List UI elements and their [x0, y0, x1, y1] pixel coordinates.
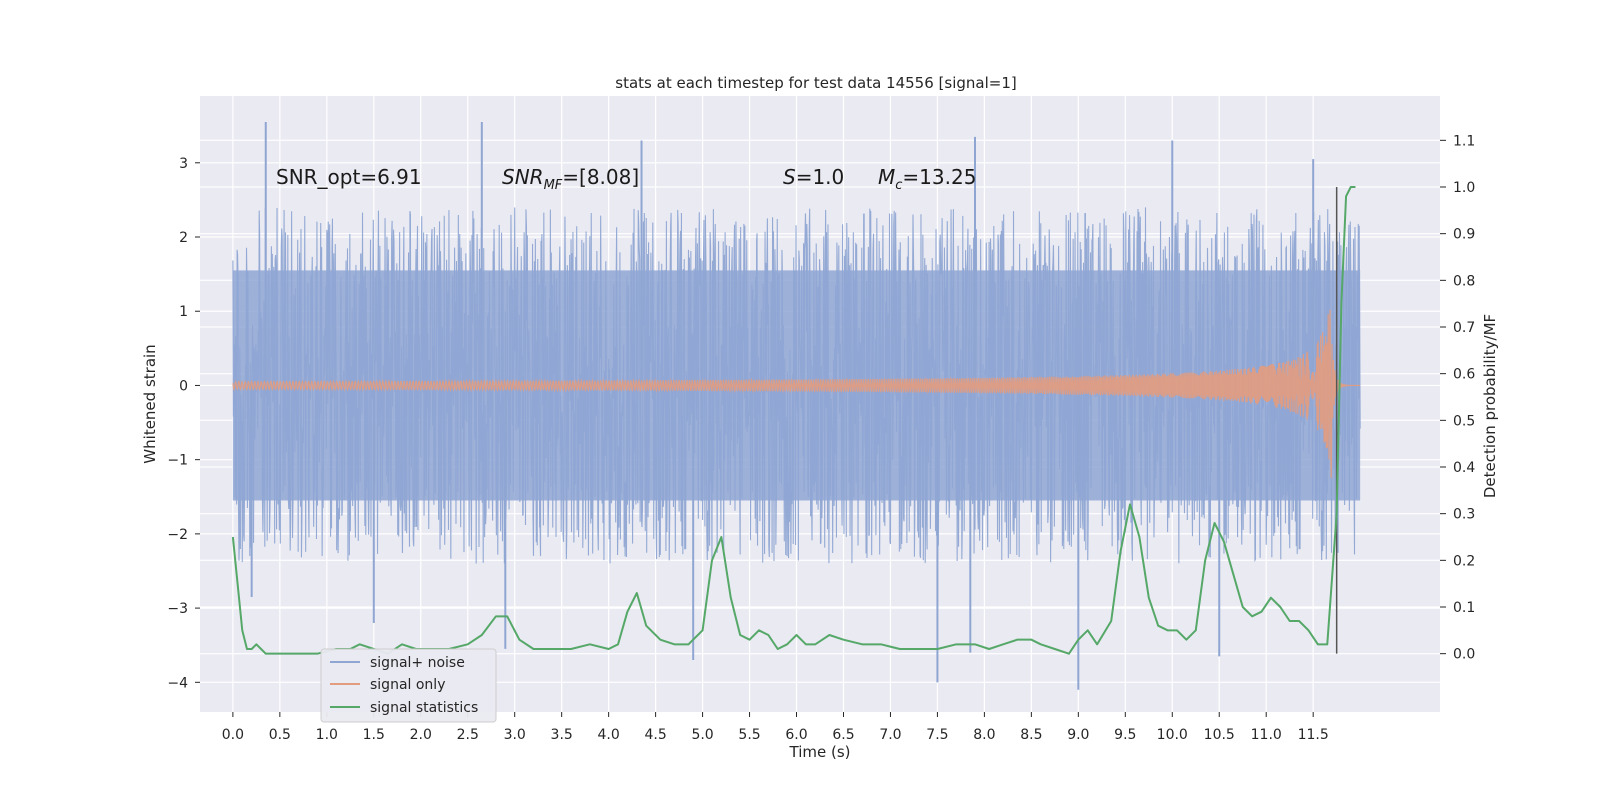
y-tick-label: 0 — [179, 378, 188, 394]
signal-only-line — [232, 309, 1361, 479]
x-tick-label: 5.0 — [691, 727, 713, 743]
x-tick-label: 11.0 — [1251, 727, 1282, 743]
y2-tick-label: 0.5 — [1453, 413, 1475, 429]
annotation-snr-mf: SNRMF=[8.08] — [502, 165, 639, 193]
x-tick-label: 1.5 — [363, 727, 385, 743]
legend-label-signal-only: signal only — [370, 677, 445, 693]
annotation-mc-main: M — [878, 165, 895, 189]
chart-title: stats at each timestep for test data 145… — [615, 74, 1016, 92]
y2-tick-label: 1.1 — [1453, 133, 1475, 149]
x-tick-label: 10.0 — [1157, 727, 1188, 743]
legend-box — [320, 648, 497, 723]
y2-tick-label: 0.7 — [1453, 320, 1475, 336]
x-tick-label: 9.5 — [1114, 727, 1136, 743]
x-tick-label: 0.0 — [222, 727, 244, 743]
annotation-mc-sub: c — [895, 178, 902, 193]
x-axis-label: Time (s) — [789, 743, 851, 761]
x-tick-label: 1.0 — [316, 727, 338, 743]
y2-axis-ticks: 1.1 1.0 0.9 0.8 0.7 0.6 0.5 0.4 0.3 0.2 0.1 0.0 — [1440, 133, 1475, 663]
x-tick-label: 6.5 — [832, 727, 854, 743]
legend-label-signal-plus-noise: signal+ noise — [370, 655, 465, 671]
annotation-snr-mf-sub: MF — [544, 178, 563, 193]
y-tick-label: −2 — [167, 527, 188, 543]
y2-tick-label: 1.0 — [1453, 180, 1475, 196]
x-tick-label: 3.5 — [551, 727, 573, 743]
y-tick-label: −3 — [167, 601, 188, 617]
x-tick-label: 7.0 — [879, 727, 901, 743]
annotation-s-main: S — [783, 165, 796, 189]
y-tick-label: 3 — [179, 156, 188, 172]
x-tick-label: 10.5 — [1204, 727, 1235, 743]
x-tick-label: 2.5 — [457, 727, 479, 743]
x-tick-label: 3.0 — [504, 727, 526, 743]
annotation-snr-mf-value: =[8.08] — [562, 165, 639, 189]
y-tick-label: 1 — [179, 304, 188, 320]
y2-tick-label: 0.9 — [1453, 227, 1475, 243]
legend: signal+ noise signal only signal statist… — [320, 648, 497, 723]
annotation-mc: Mc=13.25 — [878, 165, 976, 193]
annotation-snr-opt: SNR_opt=6.91 — [276, 165, 422, 189]
y2-tick-label: 0.4 — [1453, 460, 1475, 476]
annotation-snr-mf-main: SNR — [502, 165, 544, 189]
y-tick-label: −4 — [167, 675, 188, 691]
annotation-s-value: =1.0 — [796, 165, 845, 189]
y2-tick-label: 0.3 — [1453, 507, 1475, 523]
y2-tick-label: 0.0 — [1453, 647, 1475, 663]
x-tick-label: 4.0 — [598, 727, 620, 743]
y2-tick-label: 0.1 — [1453, 600, 1475, 616]
y2-tick-label: 0.2 — [1453, 553, 1475, 569]
y-tick-label: 2 — [179, 230, 188, 246]
x-tick-label: 0.5 — [269, 727, 291, 743]
x-tick-label: 5.5 — [738, 727, 760, 743]
y2-tick-label: 0.8 — [1453, 273, 1475, 289]
x-axis-ticks: 0.0 0.5 1.0 1.5 2.0 2.5 3.0 3.5 4.0 4.5 5.0 5.5 6.0 6… — [222, 712, 1329, 743]
x-tick-label: 11.5 — [1298, 727, 1329, 743]
legend-label-signal-statistics: signal statistics — [370, 700, 478, 716]
annotation-s: S=1.0 — [783, 165, 844, 189]
x-tick-label: 7.5 — [926, 727, 948, 743]
y-axis-ticks: 3 2 1 0 −1 −2 −3 −4 — [167, 156, 200, 691]
annotations: SNR_opt=6.91 SNRMF=[8.08] S=1.0 Mc=13.25 — [276, 165, 976, 193]
annotation-mc-value: =13.25 — [902, 165, 976, 189]
x-tick-label: 2.0 — [410, 727, 432, 743]
x-tick-label: 6.0 — [785, 727, 807, 743]
x-tick-label: 8.5 — [1020, 727, 1042, 743]
y2-axis-label: Detection probability/MF — [1481, 314, 1499, 498]
series-signal-only — [232, 309, 1361, 479]
x-tick-label: 4.5 — [644, 727, 666, 743]
x-tick-label: 9.0 — [1067, 727, 1089, 743]
y2-tick-label: 0.6 — [1453, 367, 1475, 383]
x-tick-label: 8.0 — [973, 727, 995, 743]
y-axis-label: Whitened strain — [141, 344, 159, 463]
y-tick-label: −1 — [167, 453, 188, 469]
